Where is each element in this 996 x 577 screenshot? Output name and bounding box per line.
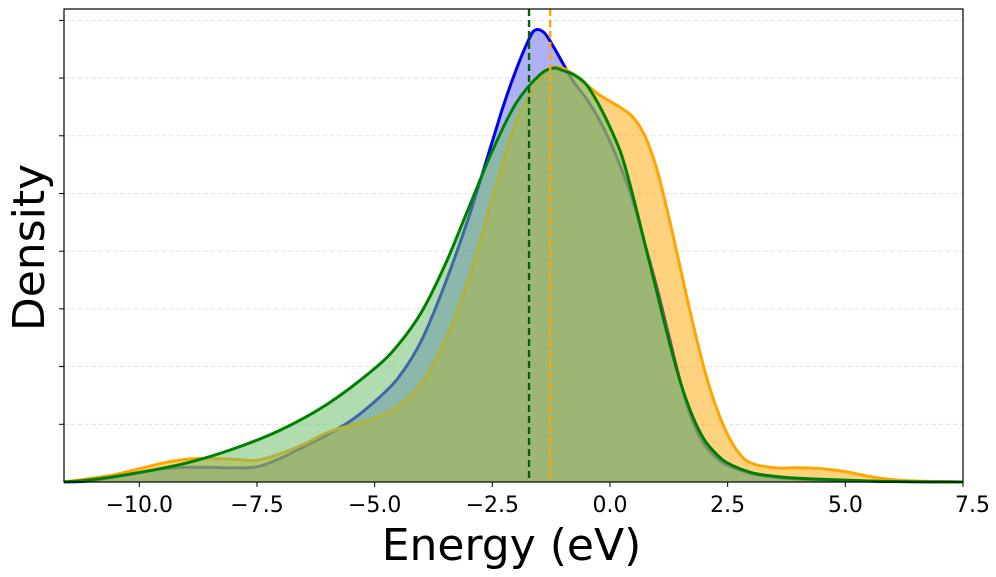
x-axis-label: Energy (eV) bbox=[382, 520, 642, 571]
x-tick-label-3: −2.5 bbox=[466, 493, 519, 518]
x-tick-label-5: 2.5 bbox=[710, 493, 745, 518]
area-green bbox=[64, 67, 963, 482]
plot-frame bbox=[63, 8, 964, 483]
x-tick-label-4: 0.0 bbox=[592, 493, 627, 518]
x-tick-label-6: 5.0 bbox=[828, 493, 863, 518]
y-axis-label: Density bbox=[4, 164, 55, 331]
x-tick-label-7: 7.5 bbox=[955, 493, 990, 518]
mean-lines bbox=[527, 9, 552, 482]
ticks: −10.0 −7.5 −5.0 −2.5 0.0 2.5 5.0 7.5 bbox=[59, 19, 990, 518]
line-green bbox=[63, 66, 964, 484]
x-tick-label-2: −5.0 bbox=[348, 493, 401, 518]
x-tick-label-0: −10.0 bbox=[106, 493, 173, 518]
x-tick-label-1: −7.5 bbox=[230, 493, 283, 518]
series-layer bbox=[63, 28, 964, 484]
